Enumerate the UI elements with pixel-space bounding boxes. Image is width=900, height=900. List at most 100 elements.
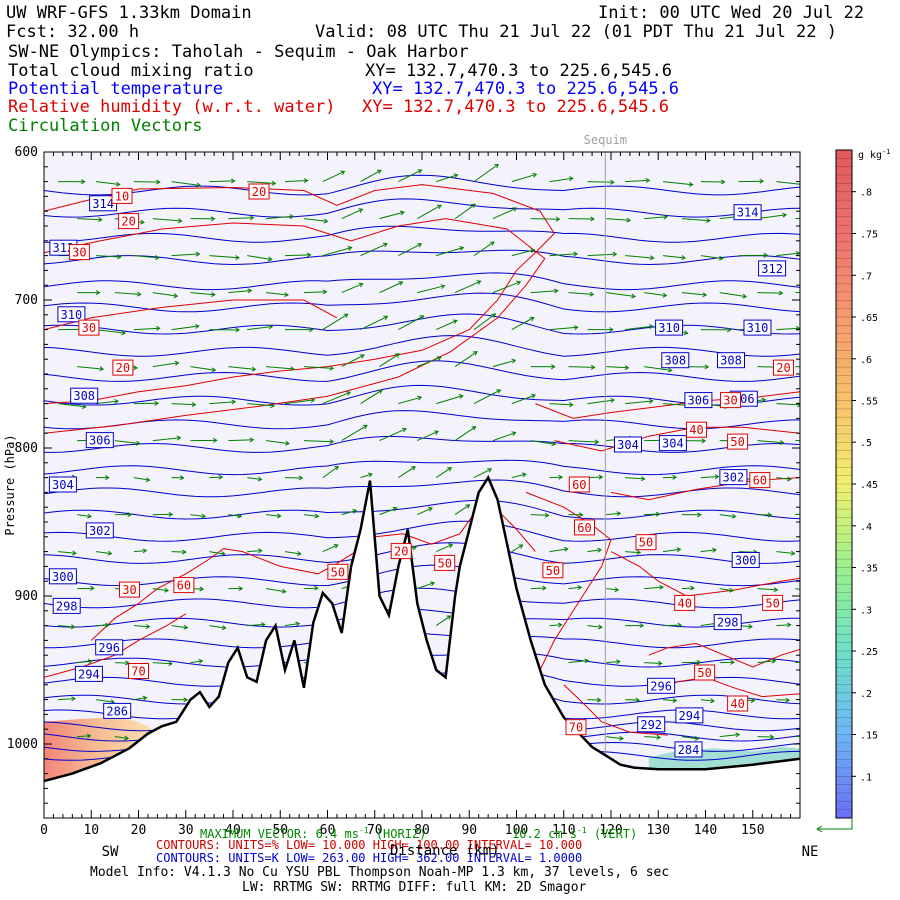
vector-head xyxy=(196,182,202,188)
vector-shaft xyxy=(568,586,582,590)
vector-head xyxy=(555,216,561,222)
vector-shaft xyxy=(303,218,328,222)
theta-label-text: 294 xyxy=(78,667,100,681)
vector-shaft xyxy=(681,218,710,222)
rh-contour xyxy=(648,642,800,668)
theta-label-text: 312 xyxy=(761,262,783,276)
theta-label: 298 xyxy=(713,614,742,631)
vector-shaft xyxy=(625,179,650,183)
rh-label-box xyxy=(112,359,134,376)
vector-head xyxy=(821,290,824,294)
vector-shaft xyxy=(757,588,778,591)
rh-label-text: 50 xyxy=(765,596,779,610)
colorbar-tick-label: .6 xyxy=(860,355,872,366)
rh-label: 30 xyxy=(68,244,90,261)
rh-label-text: 50 xyxy=(546,564,560,578)
vector-head xyxy=(667,367,673,373)
vector-shaft xyxy=(266,215,294,220)
theta-label-text: 302 xyxy=(89,524,111,538)
vector-shaft xyxy=(795,440,800,442)
vector-shaft xyxy=(662,181,693,186)
vector-head xyxy=(771,658,777,664)
vector-shaft xyxy=(473,241,495,257)
vector-shaft xyxy=(398,315,424,331)
vector-head xyxy=(145,624,151,630)
colorbar-tick-label: .55 xyxy=(860,397,878,408)
vector-shaft xyxy=(379,353,400,368)
vector-shaft xyxy=(284,551,301,555)
rh-label-text: 60 xyxy=(753,474,767,488)
vector-shaft xyxy=(190,660,203,664)
vector-head xyxy=(448,543,454,549)
vector-head xyxy=(270,403,276,409)
vector-head xyxy=(649,255,655,261)
vector-head xyxy=(314,513,320,519)
y-tick-label: 600 xyxy=(15,145,38,160)
x-tick-label: 10 xyxy=(83,823,99,838)
vector-head xyxy=(491,313,497,318)
rh-label-text: 30 xyxy=(723,394,737,408)
colorbar: .8 .75 .7 .65 .6 .55 .5 .45 .4 .35 .3 .25 .2 .15 .1 g … xyxy=(816,148,891,833)
x-tick-label: 70 xyxy=(367,823,383,838)
vector-head xyxy=(718,255,724,261)
vector-head xyxy=(81,404,87,410)
vector-shaft xyxy=(473,389,501,405)
vector-shaft xyxy=(247,623,265,627)
x-tick-label: 150 xyxy=(741,823,764,838)
rh-label-text: 20 xyxy=(121,215,135,229)
theta-label: 300 xyxy=(731,552,760,568)
x-tick-label: 90 xyxy=(461,823,477,838)
vector-shaft xyxy=(303,366,334,369)
theta-label-text: 314 xyxy=(92,197,114,211)
rh-label-box xyxy=(720,392,741,409)
reference-vector-arrow xyxy=(818,818,853,830)
vector-head xyxy=(518,544,524,549)
vector-shaft xyxy=(284,399,315,405)
vector-head xyxy=(257,476,263,482)
vector-head xyxy=(314,585,319,591)
vector-head xyxy=(731,513,737,519)
vector-head xyxy=(787,476,792,482)
vector-shaft xyxy=(322,247,352,257)
vector-head xyxy=(247,288,253,294)
vector-shaft xyxy=(133,327,160,331)
rh-label-box xyxy=(674,594,696,611)
vector-head xyxy=(235,255,240,261)
vector-shaft xyxy=(266,514,281,517)
vector-shaft xyxy=(398,396,422,405)
vector-head xyxy=(90,585,95,591)
rh-label: 70 xyxy=(565,719,587,736)
vector-shaft xyxy=(209,625,226,629)
vector-head xyxy=(814,365,818,369)
vector-head xyxy=(87,659,93,664)
vector-head xyxy=(597,624,603,630)
theta-label: 286 xyxy=(103,702,132,719)
vector-head xyxy=(694,736,700,741)
vector-head xyxy=(683,330,689,336)
vector-head xyxy=(235,327,241,333)
vector-shaft xyxy=(776,327,800,331)
vector-head xyxy=(276,513,282,519)
vector-shaft xyxy=(417,507,433,516)
theta-label: 304 xyxy=(614,436,642,453)
theta-label-box xyxy=(661,352,690,369)
theta-label-box xyxy=(713,614,742,631)
vector-shaft xyxy=(644,366,672,371)
theta-label: 292 xyxy=(637,716,666,733)
theta-label-text: 310 xyxy=(747,321,769,335)
reference-vector-arrow-head xyxy=(816,825,823,833)
rh-label-text: 60 xyxy=(572,478,586,492)
rh-label-text: 30 xyxy=(82,321,96,335)
theta-label: 284 xyxy=(674,741,703,758)
vector-shaft xyxy=(776,624,791,627)
vector-head xyxy=(401,427,407,433)
vector-shaft xyxy=(473,468,492,479)
vector-head xyxy=(417,395,423,401)
vector-shaft xyxy=(247,477,262,480)
vector-shaft xyxy=(322,313,348,331)
rh-label: 40 xyxy=(727,695,749,712)
rh-label-box xyxy=(727,695,749,712)
forecast-hour: Fcst: 32.00 h xyxy=(6,22,140,42)
vector-shaft xyxy=(757,660,776,664)
vector-shaft xyxy=(492,281,521,294)
